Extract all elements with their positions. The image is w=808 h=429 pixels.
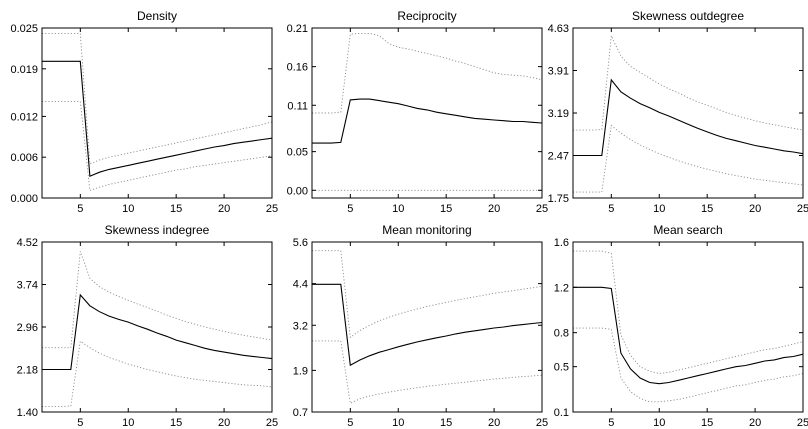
panel-skewness-indegree: Skewness indegree 5 10 15 20 25 1.40 2.18 2.96 3.… [17,223,279,429]
x-tick-label: 15 [170,417,182,429]
x-tick-label: 25 [536,203,548,215]
confidence-band-line [42,32,273,165]
panel-skewness-outdegree: Skewness outdegree 5 10 15 20 25 1.75 2.47 3.19 3… [548,9,808,215]
panel-title: Reciprocity [397,9,456,23]
median-line [42,293,273,371]
y-tick-label: 0.00 [287,185,308,197]
x-tick-label: 20 [488,203,500,215]
confidence-band-line [42,340,273,408]
x-tick-label: 5 [77,203,83,215]
y-tick-label: 0.000 [10,193,38,205]
y-tick-label: 0.1 [554,407,569,419]
y-tick-label: 0.05 [287,147,308,159]
median-line [312,98,543,144]
y-tick-label: 0.012 [10,111,38,123]
y-tick-label: 0.21 [287,23,308,35]
y-tick-label: 4.63 [548,23,569,35]
plot-frame [311,27,543,199]
panel-density: Density 5 10 15 20 25 0.000 0.006 0.012 0.019 0.02… [10,9,278,215]
y-tick-label: 0.16 [287,62,308,74]
plot-frame [572,241,804,413]
x-tick-label: 5 [347,203,353,215]
x-tick-label: 5 [77,417,83,429]
confidence-band-line [573,327,804,403]
y-tick-label: 2.18 [17,365,38,377]
panel-title: Density [137,9,177,23]
median-line [42,60,273,177]
confidence-band-line [573,34,804,131]
x-tick-label: 5 [608,417,614,429]
panel-title: Mean search [653,223,722,237]
panel-mean-monitoring: Mean monitoring 5 10 15 20 25 0.7 1.9 3.2 4.4 5.6 [293,223,548,429]
x-tick-label: 15 [440,417,452,429]
y-tick-label: 0.025 [10,23,38,35]
x-tick-label: 25 [266,417,278,429]
y-tick-label: 0.006 [10,152,38,164]
plot-frame [41,27,273,199]
median-line [573,286,804,385]
x-tick-label: 10 [122,203,134,215]
plot-frame [311,241,543,413]
y-tick-label: 1.2 [554,282,569,294]
y-tick-label: 1.9 [293,365,308,377]
y-tick-label: 4.52 [17,237,38,249]
confidence-band-line [42,100,273,192]
panel-mean-search: Mean search 5 10 15 20 25 0.1 0.5 0.8 1.2 1.6 [554,223,808,429]
x-tick-label: 10 [653,417,665,429]
y-tick-label: 3.91 [548,66,569,78]
y-tick-label: 0.11 [287,100,308,112]
x-tick-label: 10 [122,417,134,429]
x-tick-label: 10 [392,417,404,429]
y-tick-label: 3.74 [17,280,38,292]
x-tick-label: 5 [608,203,614,215]
x-tick-label: 20 [488,417,500,429]
x-tick-label: 15 [170,203,182,215]
y-tick-label: 3.19 [548,108,569,120]
panel-title: Skewness outdegree [632,9,744,23]
x-tick-label: 15 [701,417,713,429]
panel-title: Skewness indegree [105,223,210,237]
x-tick-label: 10 [653,203,665,215]
confidence-band-line [312,32,543,114]
y-tick-label: 4.4 [293,279,308,291]
x-tick-label: 25 [797,417,808,429]
x-tick-label: 15 [440,203,452,215]
x-tick-label: 15 [701,203,713,215]
y-tick-label: 3.2 [293,320,308,332]
confidence-band-line [312,250,543,339]
y-tick-label: 2.47 [548,151,569,163]
median-line [312,283,543,367]
y-tick-label: 1.40 [17,407,38,419]
x-tick-label: 25 [266,203,278,215]
x-tick-label: 20 [749,203,761,215]
confidence-band-line [42,251,273,349]
confidence-band-line [312,340,543,404]
y-tick-label: 1.6 [554,237,569,249]
panel-title: Mean monitoring [382,223,471,237]
x-tick-label: 20 [218,417,230,429]
y-tick-label: 0.019 [10,64,38,76]
y-tick-label: 2.96 [17,322,38,334]
y-tick-label: 0.5 [554,362,569,374]
y-tick-label: 1.75 [548,193,569,205]
x-tick-label: 10 [392,203,404,215]
y-tick-label: 0.7 [293,407,308,419]
median-line [573,78,804,157]
x-tick-label: 5 [347,417,353,429]
confidence-band-line [573,250,804,374]
panel-reciprocity: Reciprocity 5 10 15 20 25 0.00 0.05 0.11 0.16 0.21 [287,9,549,215]
y-tick-label: 5.6 [293,237,308,249]
y-tick-label: 0.8 [554,328,569,340]
x-tick-label: 20 [749,417,761,429]
x-tick-label: 20 [218,203,230,215]
confidence-band-line [573,124,804,193]
x-tick-label: 25 [536,417,548,429]
x-tick-label: 25 [797,203,808,215]
